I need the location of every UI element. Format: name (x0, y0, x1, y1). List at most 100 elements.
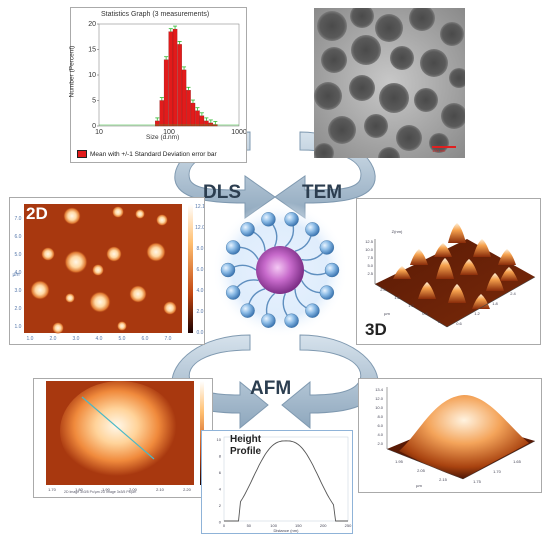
afm2d-scale-label: 6.0 (197, 267, 204, 273)
afm2d-scale-label: 4.0 (197, 288, 204, 294)
zoom3d-unit-label: µm (416, 483, 422, 488)
dls-statistics-panel: 20 15 10 5 0 10 100 1000 Statistics Graph (3 me… (68, 7, 247, 163)
zoom3d-ztick-label: 13.4 (375, 387, 384, 392)
dls-bar (190, 102, 196, 127)
nanoparticle-spot (64, 250, 88, 274)
dls-bar (168, 31, 173, 127)
afm-3d-image: Z(nm) 12.5 10.0 7.5 5.0 2.5 2.4 1.8 1.2 0.6 0 0.6 1.… (365, 223, 536, 328)
zoom3d-axis-b-label: 1.70 (493, 469, 502, 474)
afm2d-scale-label: 0.0 (197, 330, 204, 336)
afm3d-peak (460, 259, 478, 275)
dls-bar (195, 110, 200, 127)
zoom-2d-image: 1.70 1.80 1.90 2.00 2.10 2.20 (46, 381, 204, 492)
dls-bar (163, 59, 169, 127)
dls-bar (181, 69, 187, 127)
zoom3d-ztick-label: 8.0 (377, 414, 383, 419)
afm2d-scale-label: 2.0 (197, 309, 204, 315)
afm3d-peak (393, 266, 411, 279)
dls-label: DLS (203, 182, 241, 203)
nanoparticle-spot (146, 242, 166, 262)
afm3d-axis-b-label: 2.4 (510, 291, 516, 296)
dls-bar (199, 115, 205, 127)
lipid-head (220, 262, 236, 278)
afm3d-peak (500, 267, 518, 281)
dls-ytick-label: 15 (88, 47, 96, 54)
hp-xtick-label: 100 (270, 523, 277, 528)
hp-ytick-label: 6 (219, 470, 222, 475)
afm3d-ztick-label: 10.0 (365, 247, 374, 252)
core-sphere (256, 246, 304, 294)
afm-label: AFM (250, 378, 292, 399)
dls-chart-ylabel: Number (Percent) (68, 45, 76, 98)
afm3d-peak (448, 284, 466, 303)
lipid-head (324, 262, 340, 278)
lipid-head (225, 285, 241, 300)
zoom3d-axis-a-label: 2.15 (439, 477, 448, 482)
nanoparticle-spot (89, 291, 111, 313)
afm2d-ytick-label: 1.0 (15, 324, 22, 330)
afm-2d-image: 1.0 2.0 3.0 4.0 5.0 6.0 7.0 1.0 2.0 3.0 4.0 5.0 6.0… (12, 204, 205, 342)
afm2d-scale-label: 12.0 (195, 225, 204, 231)
lipid-head (240, 303, 255, 318)
tem-particle (314, 82, 342, 110)
afm3d-peak (486, 273, 504, 291)
afm2d-ytick-label: 2.0 (15, 306, 22, 312)
afm2d-xtick-label: 5.0 (119, 336, 126, 342)
tem-scalebar-label: 100 nm (432, 148, 446, 153)
hp-xtick-label: 250 (345, 523, 352, 528)
afm3d-axis-a-label: 1.2 (408, 303, 414, 308)
zoom3d-ztick-label: 10.0 (375, 405, 384, 410)
zoom3d-ztick-label: 2.0 (377, 441, 383, 446)
dls-bar (159, 100, 165, 127)
lipid-head (284, 212, 299, 227)
tem-label: TEM (302, 182, 343, 203)
afm3d-axis-b-label: 1.2 (474, 311, 480, 316)
dls-xtick-label: 10 (95, 129, 103, 136)
afm3d-zlabel: Z(nm) (392, 229, 403, 234)
afm-right-arrow (281, 334, 379, 430)
afm3d-peak (448, 223, 466, 243)
tem-particle (441, 103, 465, 129)
afm2d-xtick-label: 1.0 (27, 336, 34, 342)
tem-image-panel: 100 nm (314, 8, 465, 158)
nanoparticle-spot (156, 214, 168, 226)
hp-xtick-label: 50 (247, 523, 252, 528)
tem-particle (414, 88, 438, 112)
afm3d-axis-a-label: 0.6 (422, 311, 428, 316)
tem-micrograph (314, 8, 465, 158)
hp-xtick-label: 200 (320, 523, 327, 528)
tem-particle (317, 11, 347, 41)
afm2d-scale-label: 8.0 (197, 246, 204, 252)
afm2d-ytick-label: 7.0 (15, 216, 22, 222)
zoom-3d-panel: 13.4 12.0 10.0 8.0 6.0 4.0 2.0 1.95 2.05 2.15 1.75… (358, 378, 542, 493)
hp-xlabel: Distance (nm) (274, 528, 300, 533)
lipid-head (305, 303, 320, 318)
afm3d-peak (498, 249, 516, 265)
afm2d-ytick-label: 4.0 (15, 270, 22, 276)
lipid-head (261, 313, 276, 328)
nanoparticle-spot (30, 280, 50, 300)
afm3d-axis-b-label: 1.8 (492, 301, 498, 306)
zoom3d-ztick-label: 4.0 (377, 432, 383, 437)
afm-2d-panel: 1.0 2.0 3.0 4.0 5.0 6.0 7.0 1.0 2.0 3.0 4.0 5.0 6.0… (9, 197, 205, 345)
dls-ytick-label: 20 (88, 21, 96, 28)
afm3d-peak (434, 243, 452, 257)
dls-bar (172, 28, 178, 127)
nanoparticle-spot (92, 264, 104, 276)
tem-particle (420, 49, 448, 77)
nanoparticle-spot (163, 301, 177, 315)
hp-xtick-label: 0 (223, 523, 226, 528)
nanoparticle-spot (135, 209, 145, 219)
dls-bar (208, 122, 214, 127)
tem-particle (351, 35, 381, 65)
dls-bar (177, 44, 182, 127)
lipid-head (319, 240, 335, 255)
nanoparticle-spot (65, 293, 75, 303)
tem-particle (440, 22, 464, 46)
zoom2d-footer: 2D Image 3x3/5 Px/µm 2D Image 3x3/5 Px/µ… (64, 490, 137, 494)
tem-particle (449, 68, 465, 88)
dls-chart-xlabel: Size (d.nm) (146, 134, 180, 141)
afm3d-axis-a-label: 2.4 (380, 287, 386, 292)
height-profile-title-1: Height (230, 434, 262, 445)
nanoparticle-spot (41, 247, 55, 261)
